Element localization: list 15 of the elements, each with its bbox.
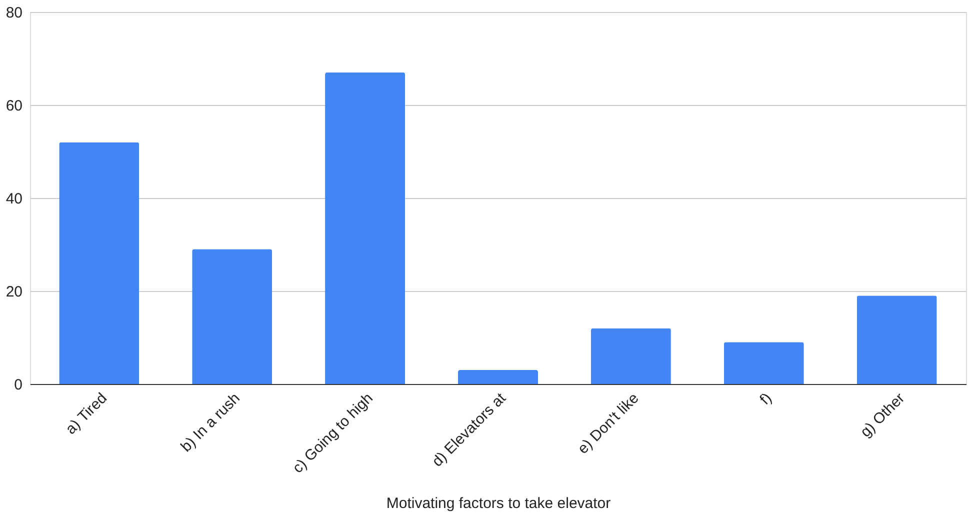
bar [856,296,937,384]
bar [59,142,140,384]
y-tick-label: 0 [14,376,22,394]
bar [325,72,406,384]
bar [192,249,272,384]
x-axis-title: Motivating factors to take elevator [386,494,611,512]
bar [590,328,671,384]
x-tick-label: b) In a rush [178,390,244,456]
y-tick-label: 80 [6,4,22,22]
y-tick-label: 20 [6,284,22,300]
y-tick-label: 60 [6,98,22,114]
bar [724,342,804,384]
bar [458,370,538,384]
y-tick-label: 40 [6,190,22,208]
x-tick-label: f) [756,390,776,408]
